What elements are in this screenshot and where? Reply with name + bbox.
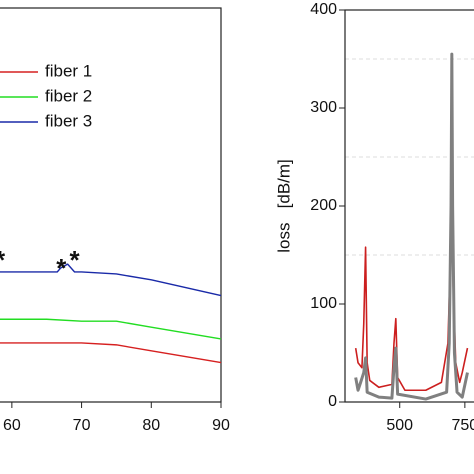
y-tick-label: 100 <box>310 295 337 312</box>
y-tick-label: 0 <box>328 393 337 410</box>
annotation: * <box>70 245 81 275</box>
series-line <box>0 263 222 297</box>
y-tick-label: 400 <box>310 1 337 18</box>
x-tick-label: 80 <box>142 417 160 434</box>
x-tick-label: 70 <box>73 417 91 434</box>
legend-label: fiber 1 <box>45 61 92 80</box>
x-tick-label: 60 <box>3 417 21 434</box>
plot-frame <box>0 7 222 403</box>
annotation: * <box>56 253 67 283</box>
x-tick-label: 750 <box>452 417 474 434</box>
y-axis-label: loss [dB/m] <box>274 159 293 253</box>
legend-label: fiber 2 <box>45 86 92 105</box>
y-tick-label: 200 <box>310 197 337 214</box>
series-line <box>0 342 222 364</box>
x-tick-label: 90 <box>212 417 230 434</box>
series-line <box>0 318 222 340</box>
x-tick-label: 500 <box>386 417 413 434</box>
y-tick-label: 300 <box>310 99 337 116</box>
legend-label: fiber 3 <box>45 111 92 130</box>
annotation: * <box>0 245 6 275</box>
series-line <box>354 52 469 401</box>
